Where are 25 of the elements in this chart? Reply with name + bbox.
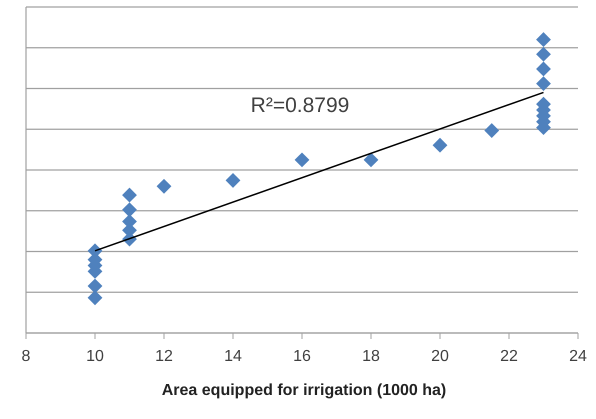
- x-tick-label: 8: [22, 348, 31, 365]
- x-tick-label: 20: [431, 348, 449, 365]
- x-tick-label: 24: [569, 348, 587, 365]
- x-tick-label: 16: [293, 348, 311, 365]
- point: [364, 152, 378, 168]
- x-tick-label: 10: [86, 348, 104, 365]
- point: [226, 173, 240, 188]
- x-tick-label: 22: [500, 348, 518, 365]
- point: [122, 202, 137, 218]
- point: [484, 123, 500, 138]
- point: [156, 178, 172, 194]
- point: [88, 278, 102, 294]
- point: [122, 188, 137, 203]
- x-axis-title: Area equipped for irrigation (1000 ha): [162, 382, 446, 399]
- x-tick-label: 18: [362, 348, 380, 365]
- x-tick-label: 12: [155, 348, 173, 365]
- annotation: R²=0.8799: [250, 94, 350, 117]
- x-tick-label: 14: [224, 348, 242, 365]
- point: [294, 152, 310, 168]
- point: [88, 290, 102, 306]
- point: [536, 62, 551, 76]
- point: [432, 138, 448, 153]
- point: [536, 76, 551, 92]
- point: [536, 46, 551, 62]
- point: [536, 32, 551, 48]
